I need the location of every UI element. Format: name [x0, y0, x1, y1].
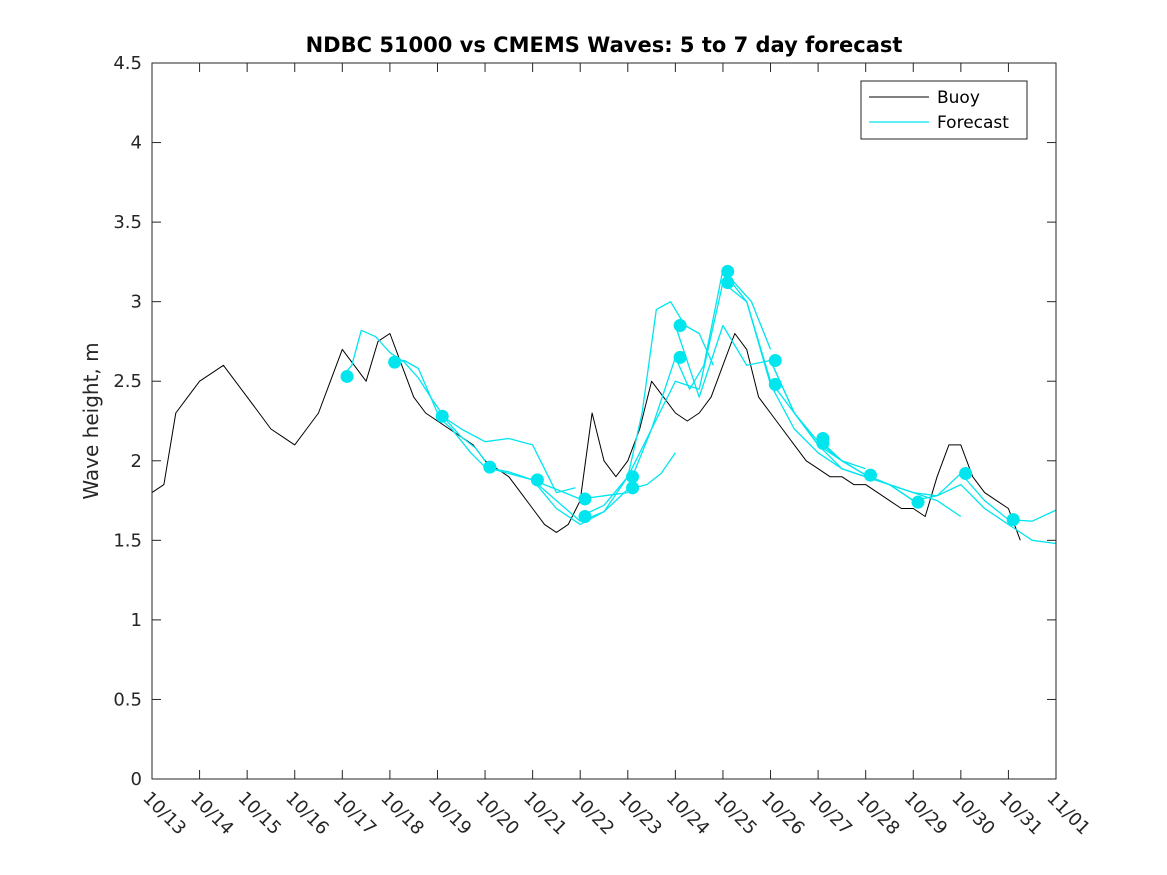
- x-tick-label: 10/15: [234, 788, 286, 840]
- plot-background: [152, 63, 1056, 779]
- forecast-marker: [863, 468, 877, 482]
- series-line-forecast: [341, 329, 486, 462]
- x-tick-label: 10/22: [567, 788, 619, 840]
- forecast-marker: [530, 473, 544, 487]
- forecast-marker: [768, 354, 782, 368]
- forecast-marker: [388, 355, 402, 369]
- legend: Buoy Forecast: [860, 80, 1028, 140]
- series-line-forecast: [484, 452, 676, 526]
- forecast-marker: [435, 409, 449, 423]
- x-tick-label: 10/28: [852, 788, 904, 840]
- x-tick-label: 10/24: [662, 788, 714, 840]
- series-line-forecast: [579, 269, 772, 518]
- x-tick-label: 10/30: [947, 788, 999, 840]
- x-tick-label: 10/14: [186, 788, 238, 840]
- series-line-forecast: [722, 270, 962, 518]
- marker-layer: [340, 264, 1020, 527]
- x-tick-label: 10/23: [614, 788, 666, 840]
- x-tick-label: 11/01: [1042, 788, 1094, 840]
- y-axis-ticks: 0 0.5 1 1.5 2 2.5 3 3.5 4 4.5: [113, 53, 1056, 790]
- series-line-buoy: [151, 333, 1021, 541]
- axes-layer: [151, 62, 1057, 780]
- y-tick-label: 0.5: [113, 689, 142, 710]
- y-tick-label: 3: [131, 292, 142, 313]
- x-tick-label: 10/19: [424, 788, 476, 840]
- forecast-marker: [673, 319, 687, 333]
- y-tick-label: 4.5: [113, 53, 142, 74]
- forecast-marker: [959, 467, 973, 481]
- x-tick-label: 10/17: [329, 788, 381, 840]
- forecast-marker: [626, 470, 640, 484]
- y-tick-label: 0: [131, 769, 142, 790]
- x-tick-label: 10/20: [472, 788, 524, 840]
- forecast-marker: [483, 460, 497, 474]
- chart-title: NDBC 51000 vs CMEMS Waves: 5 to 7 day fo…: [306, 33, 903, 57]
- x-tick-label: 10/18: [376, 788, 428, 840]
- forecast-marker: [911, 495, 925, 509]
- y-tick-label: 4: [131, 133, 142, 154]
- series-line-forecast: [437, 415, 628, 500]
- y-axis-label: Wave height, m: [79, 342, 103, 499]
- x-tick-label: 10/29: [900, 788, 952, 840]
- series-line-forecast: [389, 359, 576, 494]
- forecast-marker: [816, 436, 830, 450]
- y-tick-label: 2: [131, 451, 142, 472]
- legend-box: [860, 80, 1028, 140]
- x-tick-label: 10/13: [138, 788, 190, 840]
- x-tick-label: 10/21: [519, 788, 571, 840]
- series-line-forecast: [532, 301, 714, 522]
- forecast-marker: [673, 350, 687, 364]
- forecast-marker: [1006, 513, 1020, 527]
- y-tick-label: 2.5: [113, 371, 142, 392]
- x-tick-label: 10/27: [805, 788, 857, 840]
- x-tick-label: 10/25: [709, 788, 761, 840]
- plot-area: [152, 63, 1056, 779]
- axes-box: [151, 62, 1057, 780]
- forecast-marker: [721, 264, 735, 278]
- forecast-marker: [721, 276, 735, 290]
- forecast-marker: [768, 377, 782, 391]
- legend-buoy-label: Buoy: [937, 88, 980, 108]
- y-tick-label: 1.5: [113, 530, 142, 551]
- x-tick-label: 10/31: [995, 788, 1047, 840]
- x-tick-label: 10/16: [281, 788, 333, 840]
- x-tick-label: 10/26: [757, 788, 809, 840]
- y-tick-label: 3.5: [113, 212, 142, 233]
- legend-forecast-label: Forecast: [937, 113, 1009, 133]
- forecast-marker: [578, 509, 592, 523]
- forecast-marker: [340, 369, 354, 383]
- y-tick-label: 1: [131, 610, 142, 631]
- forecast-marker: [626, 481, 640, 495]
- forecast-marker: [578, 492, 592, 506]
